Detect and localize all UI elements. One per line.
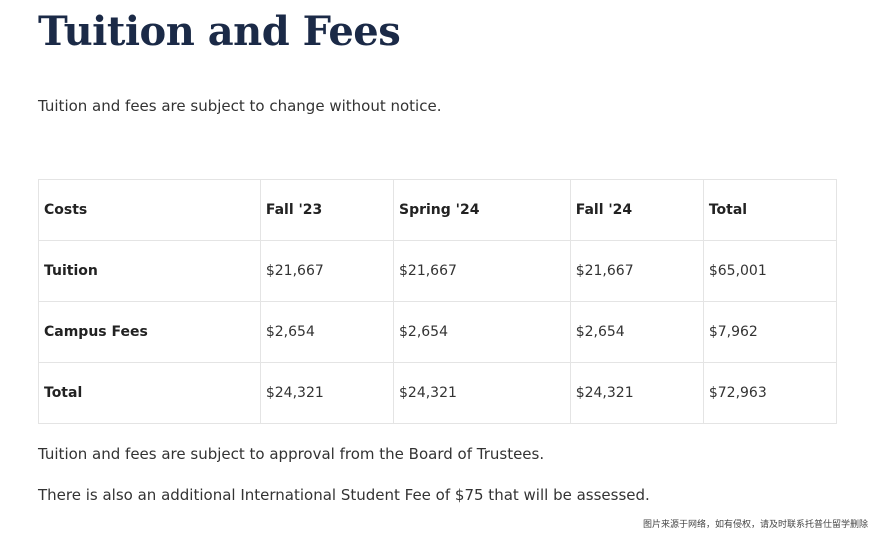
cell: $21,667 [393,240,571,302]
cell: $2,654 [259,301,395,363]
cell: $24,321 [569,362,704,424]
column-header: Costs [38,179,261,241]
cell: $24,321 [259,362,395,424]
cell: $7,962 [702,301,838,363]
cell: $21,667 [569,240,704,302]
column-header: Spring '24 [393,179,571,241]
cell: $65,001 [702,240,838,302]
watermark: 图片来源于网络，如有侵权，请及时联系托普仕留学删除 [642,520,868,530]
row: Total $24,321 $24,321 $24,321 $72,963 [38,362,838,424]
cell: $2,654 [569,301,704,363]
row-header: Tuition [38,240,261,302]
intro: Tuition and fees are subject to change w… [38,97,442,115]
row-header: Campus Fees [38,301,261,363]
row-header: Total [38,362,261,424]
cell: $72,963 [702,362,838,424]
fees-table: Costs Fall '23 Spring '24 Fall '24 Total Tuit… [38,179,838,424]
intl-note: There is also an additional Internationa… [38,486,650,504]
cell: $21,667 [259,240,395,302]
row: Tuition $21,667 $21,667 $21,667 $65,001 [38,240,838,302]
cell: $24,321 [393,362,571,424]
column-header: Fall '23 [259,179,395,241]
approval-note: Tuition and fees are subject to approval… [38,445,545,463]
column-header: Total [702,179,838,241]
column-header: Fall '24 [569,179,704,241]
row: Campus Fees $2,654 $2,654 $2,654 $7,962 [38,301,838,363]
title: Tuition and Fees [38,8,401,55]
cell: $2,654 [393,301,571,363]
